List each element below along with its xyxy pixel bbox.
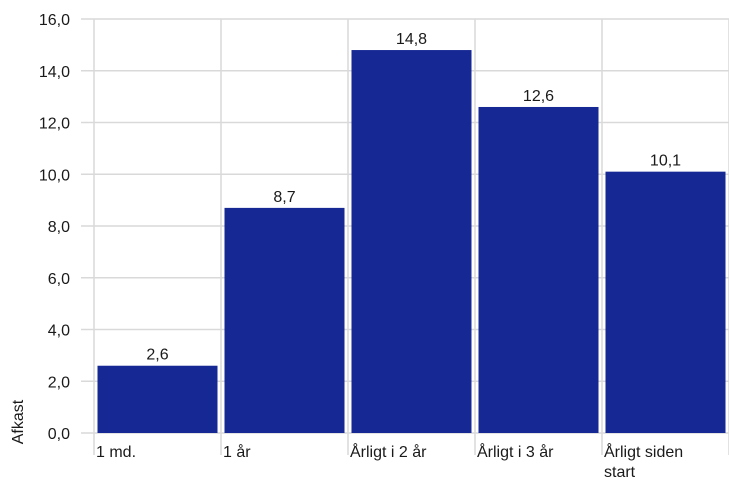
y-tick-label: 4,0 bbox=[48, 323, 70, 340]
bar bbox=[351, 50, 472, 434]
x-tick-label: Årligt siden bbox=[604, 442, 683, 461]
bar bbox=[224, 207, 345, 433]
y-tick-label: 6,0 bbox=[48, 271, 70, 288]
data-labels: 2,6 8,7 14,8 12,6 10,1 bbox=[146, 31, 681, 364]
bar bbox=[97, 365, 218, 433]
bar-value-label: 12,6 bbox=[523, 88, 554, 105]
y-tick-label: 12,0 bbox=[39, 116, 70, 133]
y-tick-label: 16,0 bbox=[39, 12, 70, 29]
bar-value-label: 8,7 bbox=[273, 189, 295, 206]
bar bbox=[605, 171, 726, 433]
y-tick-label: 14,0 bbox=[39, 64, 70, 81]
x-tick-label: Årligt i 3 år bbox=[477, 442, 554, 461]
y-axis-tick-labels: 0,0 2,0 4,0 6,0 8,0 10,0 12,0 14,0 16,0 bbox=[39, 12, 70, 443]
bar-value-label: 2,6 bbox=[146, 347, 168, 364]
bar-value-label: 14,8 bbox=[396, 31, 427, 48]
x-tick-label: Årligt i 2 år bbox=[350, 442, 427, 461]
x-tick-label: 1 år bbox=[223, 443, 251, 461]
x-axis-tick-labels: 1 md. 1 år Årligt i 2 år Årligt i 3 år Årlig… bbox=[96, 442, 683, 481]
bars bbox=[97, 50, 726, 434]
y-tick-label: 10,0 bbox=[39, 167, 70, 184]
x-tick-label: start bbox=[604, 464, 636, 481]
y-tick-label: 8,0 bbox=[48, 219, 70, 236]
y-axis-title: Afkast bbox=[10, 399, 27, 444]
bar-value-label: 10,1 bbox=[650, 153, 681, 170]
y-tick-label: 2,0 bbox=[48, 374, 70, 391]
y-tick-label: 0,0 bbox=[48, 426, 70, 443]
x-tick-label: 1 md. bbox=[96, 444, 136, 461]
bar bbox=[478, 106, 599, 433]
